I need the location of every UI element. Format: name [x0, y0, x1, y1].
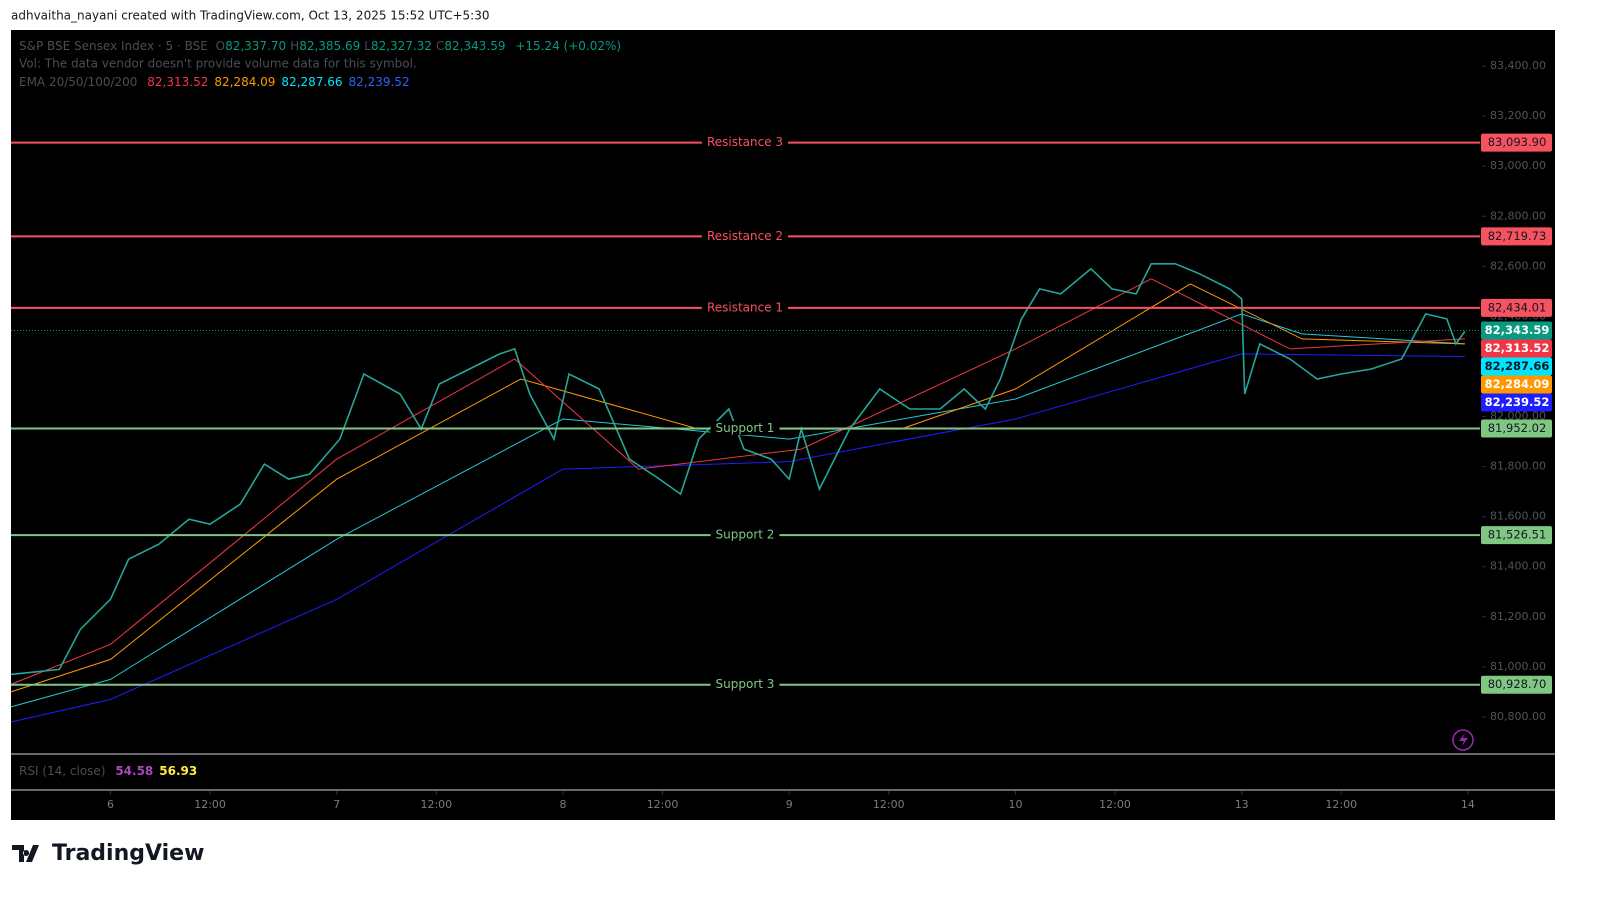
level-label-bg: [710, 677, 780, 692]
x-tick-label: 12:00: [873, 798, 905, 811]
rsi-value: 56.93: [159, 764, 197, 778]
x-tick-label: 12:00: [1099, 798, 1131, 811]
price-tag: [1481, 375, 1552, 394]
ohlc-value: 82,343.59: [444, 39, 505, 53]
x-tick-label: 7: [333, 798, 340, 811]
ema-value: 82,313.52: [147, 75, 208, 89]
level-label-bg: [701, 135, 789, 150]
y-tick-label: 83,000.00: [1490, 159, 1546, 172]
y-tick-label: 81,000.00: [1490, 660, 1546, 673]
ema-line: [10, 313, 1465, 708]
x-tick-label: 6: [107, 798, 114, 811]
symbol: S&P BSE Sensex Index · 5 · BSE: [19, 39, 208, 53]
ohlc-key: L: [364, 39, 371, 53]
alert-icon-bolt: [1459, 733, 1468, 747]
level-label-bg: [710, 421, 780, 436]
alert-icon[interactable]: [1452, 729, 1474, 751]
level-label-bg: [701, 300, 789, 315]
x-tick-label: 13: [1235, 798, 1249, 811]
rsi-value: 54.58: [115, 764, 153, 778]
ohlc-key: H: [290, 39, 299, 53]
price-tag: [1481, 357, 1552, 376]
y-tick-label: 83,200.00: [1490, 109, 1546, 122]
y-tick-label: 80,800.00: [1490, 710, 1546, 723]
level-label: Resistance 3: [707, 135, 783, 149]
y-tick-label: 83,400.00: [1490, 59, 1546, 72]
level-label: Support 2: [716, 528, 775, 542]
ohlc: O82,337.70 H82,385.69 L82,327.32 C82,343.59: [216, 39, 506, 53]
y-tick-label: 81,600.00: [1490, 510, 1546, 523]
level-tag-label: 81,526.51: [1488, 528, 1547, 542]
x-tick-label: 9: [786, 798, 793, 811]
x-tick-label: 12:00: [194, 798, 226, 811]
price-tag-label: 82,313.52: [1485, 341, 1550, 355]
ema-label: EMA 20/50/100/200: [19, 75, 137, 89]
level-tag-label: 82,719.73: [1488, 229, 1547, 243]
ohlc-value: 82,327.32: [371, 39, 432, 53]
level-label-bg: [710, 527, 780, 542]
y-tick-label: 82,800.00: [1490, 209, 1546, 222]
y-tick-label: 81,200.00: [1490, 610, 1546, 623]
change: +15.24 (+0.02%): [515, 39, 621, 53]
logo-text: TradingView: [52, 841, 204, 866]
chart-background: [11, 30, 1555, 820]
level-tag: [1481, 675, 1552, 694]
y-tick-label: 82,000.00: [1490, 410, 1546, 423]
price-tag: [1481, 339, 1552, 358]
ema-value: 82,287.66: [281, 75, 342, 89]
logo-mark: [12, 845, 39, 862]
level-tag: [1481, 298, 1552, 317]
price-tag-label: 82,343.59: [1485, 323, 1550, 337]
plot: 80,800.00 81,000.00 81,200.00 81,400.00 81,6…: [10, 59, 1552, 811]
ema-value: 82,284.09: [214, 75, 275, 89]
rsi-legend: RSI (14, close) 54.58 56.93: [19, 764, 197, 778]
level-tag: [1481, 526, 1552, 545]
price-line: [10, 262, 1466, 676]
price-tag-label: 82,239.52: [1485, 395, 1550, 409]
level-tag-label: 80,928.70: [1488, 677, 1547, 691]
level-label: Support 3: [716, 677, 775, 691]
level-label: Support 1: [716, 421, 775, 435]
ohlc-value: 82,385.69: [299, 39, 360, 53]
price-tag-label: 82,287.66: [1485, 359, 1550, 373]
price-tag: [1481, 393, 1552, 412]
rsi-label: RSI (14, close): [19, 764, 105, 778]
ema-value: 82,239.52: [349, 75, 410, 89]
x-tick-label: 10: [1008, 798, 1022, 811]
level-tag-label: 82,434.01: [1488, 300, 1547, 314]
volume-note: Vol: The data vendor doesn't provide vol…: [19, 57, 417, 71]
price-tag: [1481, 321, 1552, 340]
ohlc-value: 82,337.70: [225, 39, 286, 53]
ohlc-key: O: [216, 39, 225, 53]
ema-legend: EMA 20/50/100/200 82,313.52 82,284.09 82,2…: [19, 75, 410, 89]
level-label: Resistance 2: [707, 229, 783, 243]
x-tick-label: 12:00: [420, 798, 452, 811]
price-tag-label: 82,284.09: [1485, 377, 1550, 391]
credit: adhvaitha_nayani created with TradingVie…: [11, 9, 489, 23]
level-label-bg: [701, 228, 789, 243]
level-tag-label: 83,093.90: [1488, 135, 1547, 149]
level-tag-label: 81,952.02: [1488, 421, 1547, 435]
level-tag: [1481, 133, 1552, 152]
ema-line: [10, 278, 1465, 685]
level-tag: [1481, 227, 1552, 246]
ohlc-key: C: [436, 39, 444, 53]
y-tick-label: 82,600.00: [1490, 259, 1546, 272]
legend-header: S&P BSE Sensex Index · 5 · BSE O82,337.7…: [19, 39, 621, 53]
level-tag: [1481, 419, 1552, 438]
x-tick-label: 12:00: [647, 798, 679, 811]
x-tick-label: 14: [1461, 798, 1475, 811]
ema-line: [10, 353, 1465, 723]
level-label: Resistance 1: [707, 300, 783, 314]
y-tick-label: 81,400.00: [1490, 560, 1546, 573]
x-tick-label: 8: [560, 798, 567, 811]
y-tick-label: 81,800.00: [1490, 460, 1546, 473]
x-tick-label: 12:00: [1325, 798, 1357, 811]
